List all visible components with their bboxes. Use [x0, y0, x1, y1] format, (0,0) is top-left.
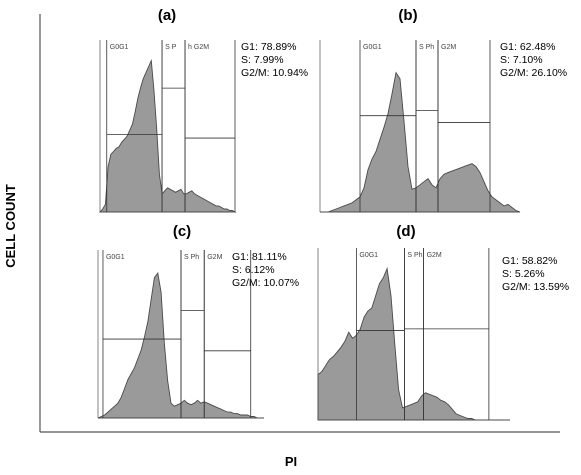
stat-line: G2/M: 13.59%	[502, 281, 569, 293]
stat-line: G2/M: 10.07%	[232, 277, 299, 289]
gate-g2m-label: G2M	[427, 252, 442, 259]
stat-line: G2/M: 10.94%	[241, 67, 308, 79]
panel-1: (a) G1: 78.89%S: 7.99%G2/M: 10.94% G0G1 S P…	[98, 7, 308, 213]
stat-line: S: 7.10%	[500, 54, 543, 66]
gate-s-label: S P	[165, 44, 177, 51]
gate-g2m-label: h G2M	[188, 44, 209, 51]
histogram-area	[98, 58, 237, 213]
gate-s-label: S Ph	[407, 252, 422, 259]
gate-s-label: S Ph	[184, 254, 199, 261]
panel-2: (b) G1: 62.48%S: 7.10%G2/M: 26.10% G0G1 S P…	[319, 7, 567, 213]
histogram-area	[97, 271, 264, 419]
gate-g0g1-label: G0G1	[359, 252, 378, 259]
gate-g0g1-label: G0G1	[110, 44, 129, 51]
histogram-area	[317, 266, 510, 421]
panel-4: (d) G1: 58.82%S: 5.26%G2/M: 13.59% G0G1 S P…	[317, 223, 569, 421]
gate-s-label: S Ph	[419, 44, 434, 51]
gate-g2m-label: G2M	[441, 44, 456, 51]
panel-title: (c)	[173, 223, 191, 240]
panel-3: (c) G1: 81.11%S: 6.12%G2/M: 10.07% G0G1 S P…	[97, 223, 299, 419]
stat-line: G1: 58.82%	[502, 255, 557, 267]
stat-line: S: 7.99%	[241, 54, 284, 66]
stat-line: G2/M: 26.10%	[500, 67, 567, 79]
stat-line: S: 6.12%	[232, 264, 275, 276]
gate-g2m-label: G2M	[207, 254, 222, 261]
stat-line: G1: 62.48%	[500, 41, 555, 53]
panel-title: (d)	[396, 223, 415, 240]
y-axis-title: CELL COUNT	[3, 184, 18, 268]
gate-g0g1-label: G0G1	[363, 44, 382, 51]
stat-line: S: 5.26%	[502, 268, 545, 280]
stat-line: G1: 78.89%	[241, 41, 296, 53]
panel-title: (b)	[398, 7, 417, 24]
stat-line: G1: 81.11%	[232, 251, 287, 263]
gate-g0g1-label: G0G1	[106, 254, 125, 261]
x-axis-title: PI	[285, 454, 297, 469]
panel-title: (a)	[158, 7, 176, 24]
histogram-panels: (a) G1: 78.89%S: 7.99%G2/M: 10.94% G0G1 S P…	[97, 7, 569, 421]
